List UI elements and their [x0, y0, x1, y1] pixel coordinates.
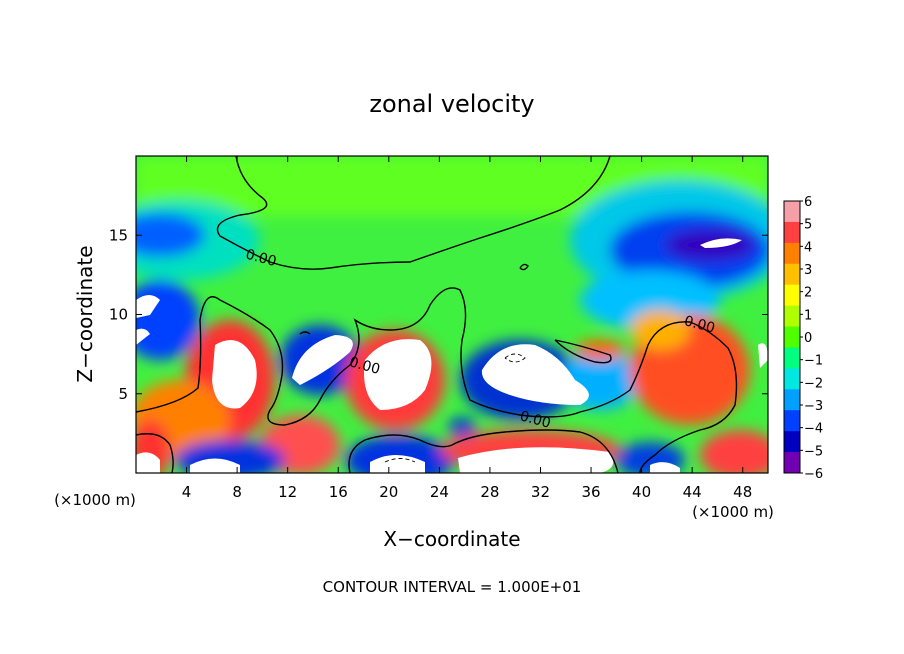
contour-labels: 0.00 0.00 0.00 0.00 [244, 247, 717, 432]
x-unit-right: (×1000 m) [692, 503, 774, 521]
negative-contours [384, 353, 526, 463]
colorbar-swatch [784, 431, 800, 453]
x-tick-label: 8 [232, 483, 242, 501]
colorbar-tick-label: −5 [804, 444, 823, 459]
colorbar-swatch [784, 305, 800, 328]
x-axis-label: X−coordinate [383, 527, 520, 551]
colorbar-tick-label: 0 [804, 331, 812, 346]
colorbar-tick-label: 3 [804, 263, 812, 278]
zero-contours [136, 156, 738, 473]
colorbar-tick-label: 5 [804, 218, 812, 233]
x-tick-label: 32 [531, 483, 550, 501]
contour-label: 0.00 [347, 354, 381, 378]
contour-interval-note: CONTOUR INTERVAL = 1.000E+01 [323, 578, 582, 596]
x-tick-label: 4 [182, 483, 192, 501]
colorbar-tick-label: 4 [804, 240, 812, 255]
contour-label: 0.00 [518, 408, 552, 432]
colorbar: 6 5 4 3 2 1 0 −1 −2 −3 −4 −5 −6 [783, 195, 823, 482]
colorbar-swatch [784, 201, 800, 223]
x-tick-label: 40 [632, 483, 651, 501]
contour-label: 0.00 [682, 313, 716, 337]
colorbar-swatch [784, 242, 800, 265]
chart-title: zonal velocity [369, 90, 534, 118]
y-tick-label: 15 [109, 226, 128, 244]
colorbar-swatch [784, 410, 800, 432]
contour-label: 0.00 [244, 247, 278, 271]
x-unit-left: (×1000 m) [54, 491, 136, 509]
x-tick-label: 24 [430, 483, 449, 501]
x-axis-ticks: 4 8 12 16 20 24 28 32 36 40 44 48 [182, 156, 752, 501]
y-axis-label: Z−coordinate [73, 245, 97, 382]
y-axis-ticks: 5 10 15 [109, 226, 768, 403]
colorbar-swatch [784, 263, 800, 286]
colorbar-swatch [784, 221, 800, 244]
x-tick-label: 16 [329, 483, 348, 501]
colorbar-tick-label: 2 [804, 286, 812, 301]
saturated-regions [136, 238, 768, 473]
y-tick-label: 10 [109, 306, 128, 324]
colorbar-swatch [784, 389, 800, 411]
colorbar-tick-label: −3 [804, 399, 823, 414]
x-tick-label: 36 [581, 483, 600, 501]
colorbar-tick-label: −4 [804, 422, 823, 437]
colorbar-tick-label: −1 [804, 354, 823, 369]
colorbar-swatch [784, 326, 800, 348]
colorbar-tick-label: 1 [804, 308, 812, 323]
x-tick-label: 12 [278, 483, 297, 501]
x-tick-label: 44 [683, 483, 702, 501]
colorbar-tick-label: −2 [804, 376, 823, 391]
colorbar-tick-label: −6 [804, 467, 823, 482]
colorbar-tick-label: 6 [804, 195, 812, 210]
x-tick-label: 48 [733, 483, 752, 501]
y-tick-label: 5 [118, 385, 128, 403]
x-tick-label: 20 [379, 483, 398, 501]
x-tick-label: 28 [480, 483, 499, 501]
colorbar-swatch [784, 452, 800, 474]
colorbar-swatch [784, 368, 800, 390]
colorbar-swatch [784, 347, 800, 369]
plot-area: 0.00 0.00 0.00 0.00 [136, 156, 768, 473]
colorbar-swatch [784, 284, 800, 307]
